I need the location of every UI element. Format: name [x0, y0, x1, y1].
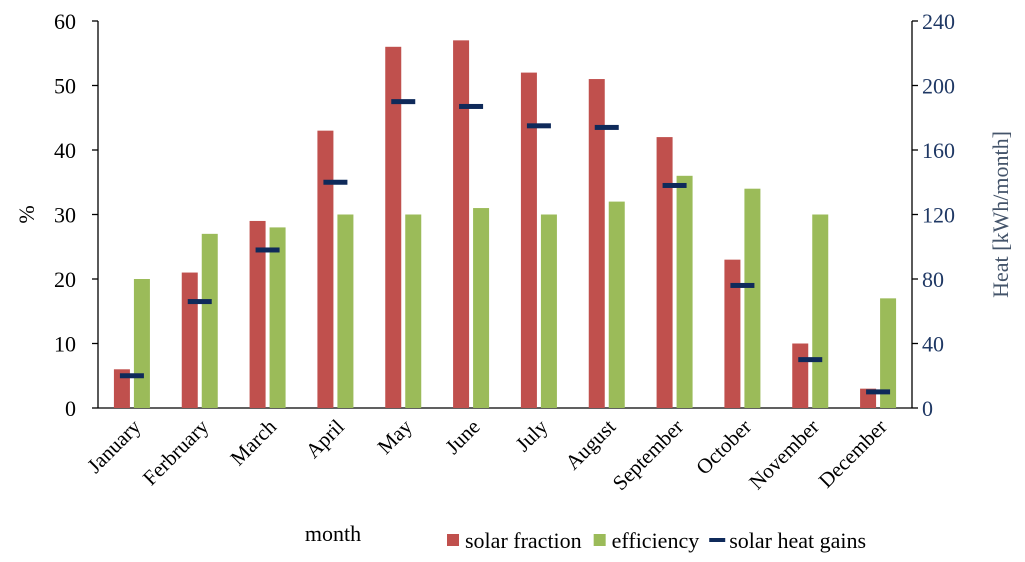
marker-solar-heat-gains	[187, 299, 212, 305]
x-tick-label: August	[560, 414, 620, 474]
x-tick-label: Ferbruary	[138, 414, 214, 490]
bar-solar-fraction	[385, 46, 402, 409]
bar-efficiency	[608, 201, 625, 408]
bar-solar-fraction	[113, 369, 130, 408]
bar-efficiency	[540, 214, 557, 408]
marker-solar-heat-gains	[255, 247, 280, 253]
bar-solar-fraction	[588, 79, 605, 409]
y-tick-label-right: 0	[922, 396, 933, 421]
marker-solar-heat-gains	[119, 373, 144, 379]
y-axis-title-right: Heat [kWh/month]	[988, 131, 1013, 298]
bar-efficiency	[812, 214, 829, 408]
marker-solar-heat-gains	[323, 179, 348, 185]
bar-efficiency	[269, 227, 286, 408]
y-tick-label-left: 40	[54, 138, 76, 163]
bar-efficiency	[201, 233, 218, 408]
marker-solar-heat-gains	[391, 99, 416, 105]
x-tick-label: April	[301, 414, 349, 462]
bar-solar-fraction	[181, 272, 198, 408]
y-tick-label-right: 240	[922, 9, 955, 34]
y-tick-label-right: 160	[922, 138, 955, 163]
marker-solar-heat-gains	[798, 357, 823, 363]
marker-solar-heat-gains	[594, 124, 619, 130]
y-tick-label-left: 60	[54, 9, 76, 34]
legend-label-solar-heat-gains: solar heat gains	[729, 528, 866, 553]
bar-efficiency	[744, 188, 761, 408]
bar-efficiency	[405, 214, 422, 408]
x-tick-label: June	[440, 415, 484, 459]
x-tick-label: November	[744, 415, 824, 495]
y-tick-label-left: 20	[54, 267, 76, 292]
y-axis-title-left: %	[14, 205, 39, 223]
legend-swatch-efficiency	[593, 534, 606, 546]
marker-solar-heat-gains	[526, 123, 551, 129]
legend-label-solar-fraction: solar fraction	[465, 528, 582, 553]
bar-efficiency	[676, 175, 693, 408]
bar-efficiency	[880, 298, 897, 408]
legend-swatch-solar-heat-gains	[709, 538, 726, 542]
y-tick-label-left: 0	[65, 396, 76, 421]
y-tick-label-right: 80	[922, 267, 944, 292]
marker-solar-heat-gains	[662, 182, 687, 188]
bar-solar-fraction	[656, 137, 673, 408]
bar-efficiency	[473, 208, 490, 408]
legend-label-efficiency: efficiency	[612, 528, 700, 553]
x-tick-label: September	[608, 415, 688, 495]
x-tick-label: March	[225, 414, 281, 470]
marker-solar-heat-gains	[730, 282, 755, 288]
bar-solar-fraction	[520, 72, 537, 408]
y-tick-label-right: 200	[922, 74, 955, 99]
marker-solar-heat-gains	[866, 389, 891, 395]
x-tick-label: January	[82, 414, 146, 478]
x-tick-label: October	[691, 415, 756, 480]
y-tick-label-right: 120	[922, 203, 955, 228]
y-tick-label-left: 10	[54, 332, 76, 357]
x-tick-label: July	[511, 414, 553, 456]
marker-solar-heat-gains	[459, 103, 484, 109]
y-tick-label-right: 40	[922, 332, 944, 357]
x-tick-label: May	[373, 414, 418, 459]
legend-swatch-solar-fraction	[447, 534, 459, 546]
y-tick-label-left: 30	[54, 203, 76, 228]
bar-solar-fraction	[317, 130, 334, 408]
bar-solar-fraction	[453, 40, 470, 408]
bar-solar-fraction	[792, 343, 809, 408]
bar-solar-fraction	[249, 220, 266, 408]
x-axis-title: month	[305, 521, 361, 546]
bar-efficiency	[337, 214, 354, 408]
bar-solar-fraction	[724, 259, 741, 408]
x-tick-label: December	[814, 415, 892, 493]
y-tick-label-left: 50	[54, 74, 76, 99]
bar-efficiency	[133, 279, 150, 408]
